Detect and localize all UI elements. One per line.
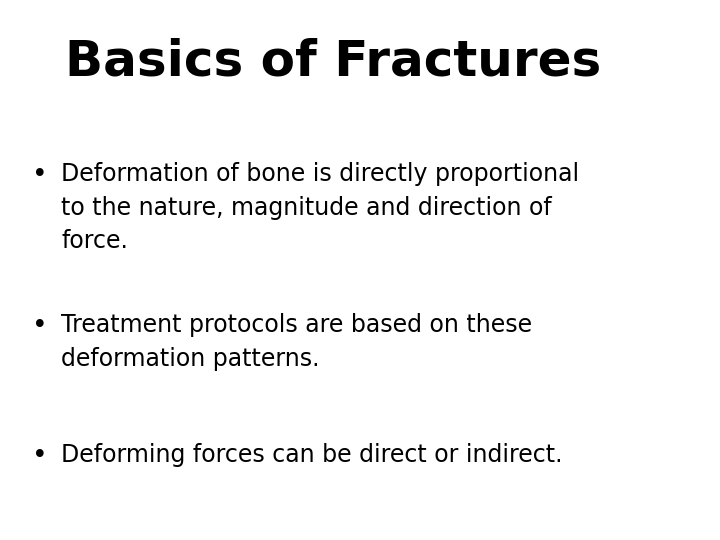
Text: Treatment protocols are based on these
deformation patterns.: Treatment protocols are based on these d… [61, 313, 532, 370]
Text: •: • [32, 313, 48, 339]
Text: Deformation of bone is directly proportional
to the nature, magnitude and direct: Deformation of bone is directly proporti… [61, 162, 580, 253]
Text: Basics of Fractures: Basics of Fractures [65, 38, 601, 86]
Text: •: • [32, 443, 48, 469]
Text: Deforming forces can be direct or indirect.: Deforming forces can be direct or indire… [61, 443, 563, 467]
Text: •: • [32, 162, 48, 188]
